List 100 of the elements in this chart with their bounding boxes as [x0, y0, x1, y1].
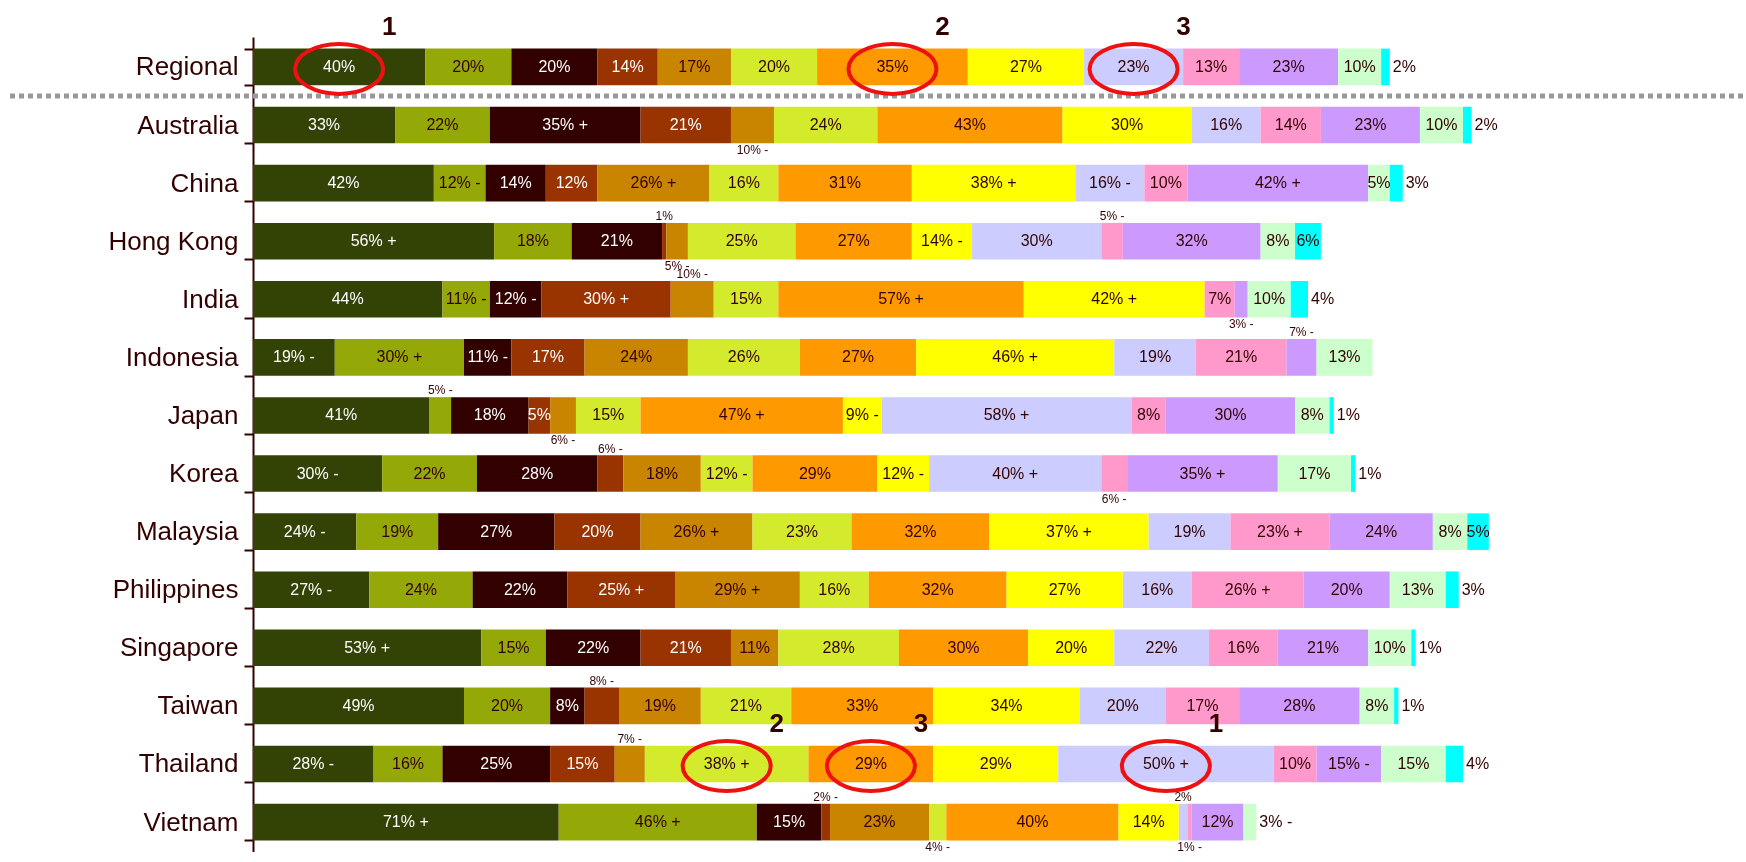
data-label: 20%: [452, 57, 485, 75]
bar: [1286, 339, 1317, 376]
data-label: 20%: [1106, 696, 1139, 714]
data-label: 20%: [581, 522, 614, 540]
bar: [1277, 629, 1369, 667]
data-label: 21%: [669, 116, 702, 134]
data-label: 38% +: [970, 174, 1017, 192]
data-label: 19%: [1139, 348, 1172, 366]
bar: [1191, 106, 1261, 144]
data-label: 16%: [1227, 638, 1260, 656]
data-label: 16%: [727, 174, 760, 192]
bar: [550, 397, 576, 434]
bar: [1320, 106, 1420, 144]
bar: [1165, 397, 1296, 434]
data-label: 26% +: [630, 174, 677, 192]
bar: [929, 803, 947, 841]
bar: [356, 513, 439, 550]
bar: [253, 513, 357, 550]
y-tick-label: Thailand: [138, 748, 239, 779]
data-label: 16%: [392, 754, 425, 772]
data-label: 6% -: [598, 441, 623, 456]
data-label: 23% +: [1257, 522, 1303, 540]
data-label: 28%: [521, 464, 554, 482]
y-tick-label: Regional: [135, 51, 239, 82]
data-label: 32%: [921, 580, 954, 598]
data-label: 35%: [876, 57, 909, 75]
data-label: 46% +: [634, 813, 681, 831]
data-label: 22%: [426, 116, 459, 134]
data-label: 12%: [555, 174, 588, 192]
bar: [1290, 280, 1308, 318]
bar: [253, 571, 370, 609]
data-label: 12% -: [494, 290, 537, 308]
bar: [730, 106, 775, 144]
data-label: 24%: [809, 116, 842, 134]
bar: [989, 513, 1149, 550]
data-label: 20%: [491, 696, 524, 714]
bar: [877, 455, 930, 492]
data-label: 43%: [953, 116, 986, 134]
data-label: 5% -: [1099, 209, 1125, 224]
bar: [877, 106, 1063, 144]
bar: [1006, 571, 1123, 609]
data-label: 14%: [611, 57, 644, 75]
bar: [575, 397, 641, 434]
bar: [1445, 571, 1459, 609]
data-label: 32%: [904, 522, 937, 540]
data-label: 34%: [990, 696, 1023, 714]
bar: [640, 397, 843, 434]
data-label: 18%: [646, 464, 679, 482]
data-label: 14%: [499, 174, 532, 192]
data-label: 8%: [1137, 406, 1161, 424]
data-label: 35% +: [542, 116, 589, 134]
data-label: 8%: [1266, 232, 1290, 250]
data-label: 1%: [1358, 464, 1382, 482]
annotation: 2: [935, 10, 950, 41]
data-label: 31%: [829, 174, 862, 192]
bar: [253, 339, 335, 376]
bar: [1187, 164, 1369, 202]
data-label: 12% -: [882, 464, 925, 482]
bar: [1303, 571, 1390, 609]
data-label: 6% -: [550, 433, 576, 448]
data-label: 5%: [1466, 522, 1490, 540]
data-label: 7% -: [617, 731, 643, 746]
bar: [1148, 513, 1231, 550]
bar: [752, 513, 852, 550]
data-label: 19%: [1173, 522, 1206, 540]
y-tick-label: Malaysia: [135, 516, 240, 547]
data-label: 4%: [1466, 754, 1490, 772]
data-label: 40%: [1016, 813, 1049, 831]
data-label: 23%: [863, 813, 896, 831]
data-label: 37% +: [1046, 522, 1092, 540]
bar: [489, 106, 641, 144]
bar: [640, 629, 731, 667]
bar: [898, 629, 1029, 667]
bar: [253, 629, 482, 667]
data-label: 12%: [1201, 813, 1234, 831]
data-label: 10% -: [736, 143, 769, 158]
data-label: 32%: [1175, 232, 1208, 250]
bar: [730, 48, 818, 86]
bar: [1023, 280, 1205, 318]
data-label: 35% +: [1179, 464, 1226, 482]
bar: [253, 397, 430, 434]
annotation: 3: [1176, 10, 1191, 41]
bar: [623, 455, 701, 492]
bar: [700, 455, 753, 492]
bar: [494, 222, 572, 260]
data-label: 20%: [758, 57, 791, 75]
bar: [778, 164, 912, 202]
data-label: 27%: [837, 232, 870, 250]
bar: [1191, 571, 1304, 609]
bar: [1351, 455, 1356, 492]
data-label: 14% -: [921, 232, 963, 250]
bar: [674, 571, 800, 609]
data-label: 8%: [1300, 406, 1324, 424]
data-label: 47% +: [718, 406, 765, 424]
y-tick-label: Indonesia: [125, 341, 240, 372]
data-label: 15%: [773, 813, 806, 831]
bar: [799, 339, 917, 376]
data-label: 4%: [1310, 290, 1335, 308]
bar: [1389, 571, 1446, 609]
data-label: 12% -: [438, 174, 481, 192]
